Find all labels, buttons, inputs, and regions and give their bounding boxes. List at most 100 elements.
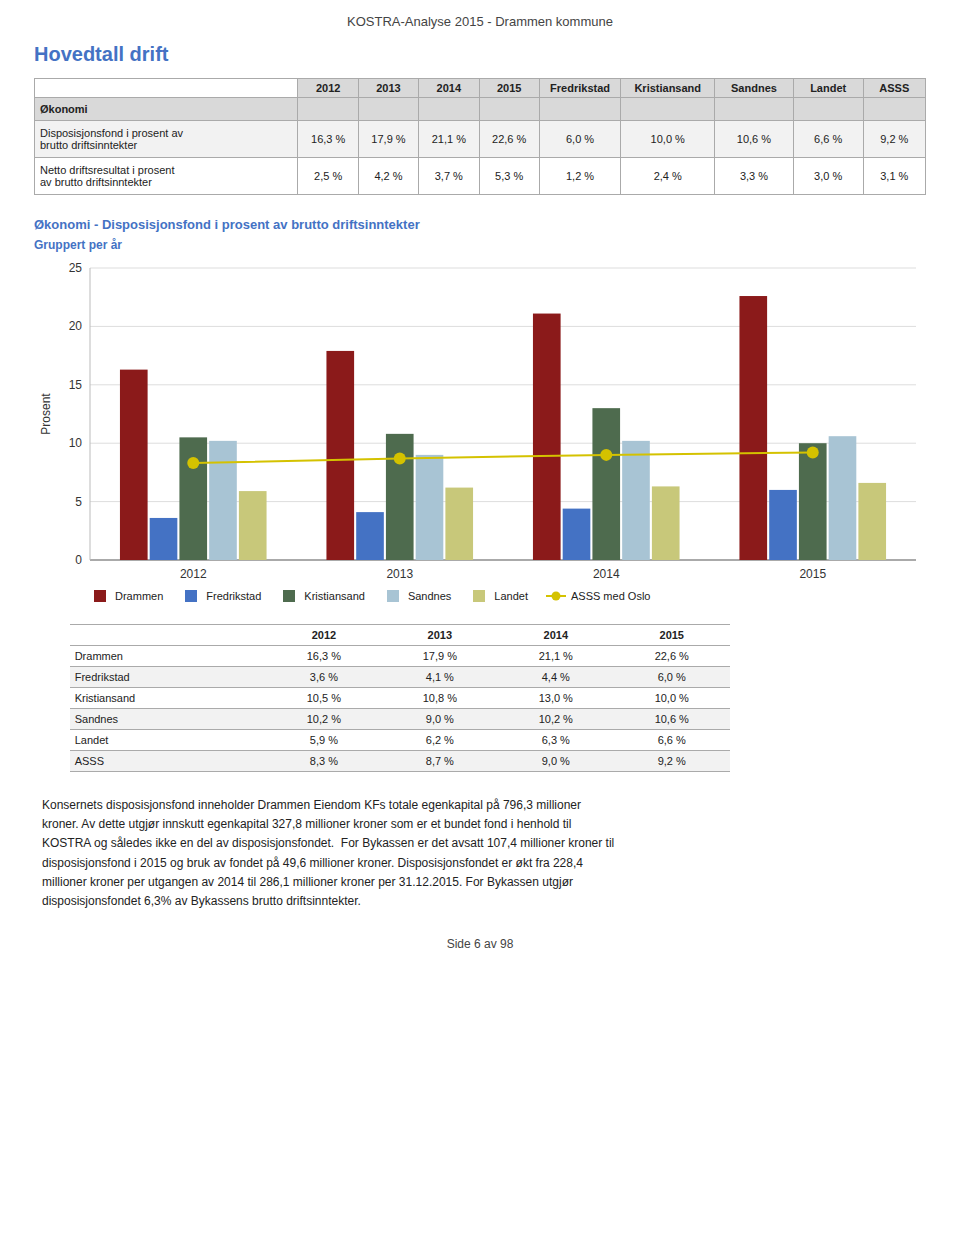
marker <box>394 452 406 464</box>
legend-item: Landet <box>469 590 528 602</box>
bar <box>120 370 148 560</box>
grid-line <box>90 326 916 327</box>
table-cell <box>419 98 479 121</box>
legend-item: ASSS med Oslo <box>546 590 650 602</box>
bar <box>326 351 354 560</box>
marker <box>187 457 199 469</box>
table-cell <box>298 98 358 121</box>
legend-item: Sandnes <box>383 590 451 602</box>
bar <box>739 296 767 560</box>
table-row: Netto driftsresultat i prosent av brutto… <box>35 158 926 195</box>
table-cell <box>863 98 925 121</box>
table-cell: 10,2 % <box>498 709 614 730</box>
table-header-cell: 2012 <box>298 79 358 98</box>
table-cell: 3,7 % <box>419 158 479 195</box>
chart-subtitle: Gruppert per år <box>34 238 926 252</box>
table-header-cell: 2012 <box>266 625 382 646</box>
x-tick-label: 2012 <box>180 567 207 581</box>
bar <box>858 483 886 560</box>
body-text: Konsernets disposisjonsfond inneholder D… <box>42 796 926 911</box>
table-cell: Sandnes <box>70 709 266 730</box>
table-cell <box>358 98 418 121</box>
y-tick-label: 5 <box>75 495 82 509</box>
table-cell: ASSS <box>70 751 266 772</box>
legend: Drammen Fredrikstad Kristiansand Sandnes Lan… <box>34 590 926 602</box>
table-header-cell <box>70 625 266 646</box>
legend-item: Drammen <box>90 590 163 602</box>
table-cell: 22,6 % <box>614 646 730 667</box>
legend-label: Sandnes <box>408 590 451 602</box>
legend-swatch <box>469 590 489 602</box>
legend-swatch <box>181 590 201 602</box>
y-tick-label: 10 <box>69 436 83 450</box>
table-row: Disposisjonsfond i prosent av brutto dri… <box>35 121 926 158</box>
bar <box>150 518 178 560</box>
marker <box>600 449 612 461</box>
table-cell: Kristiansand <box>70 688 266 709</box>
table-cell: 21,1 % <box>498 646 614 667</box>
table-cell: Økonomi <box>35 98 298 121</box>
table-cell: 1,2 % <box>539 158 620 195</box>
bar <box>533 314 561 560</box>
table-header-cell: 2015 <box>479 79 539 98</box>
table-header-cell: ASSS <box>863 79 925 98</box>
table-row: Fredrikstad3,6 %4,1 %4,4 %6,0 % <box>70 667 730 688</box>
table-row: ASSS8,3 %8,7 %9,0 %9,2 % <box>70 751 730 772</box>
table-cell: 9,0 % <box>498 751 614 772</box>
y-tick-label: 0 <box>75 553 82 567</box>
bar <box>829 436 857 560</box>
table-cell: 13,0 % <box>498 688 614 709</box>
table-cell: 16,3 % <box>266 646 382 667</box>
plot-area <box>120 296 886 560</box>
table-cell: 10,5 % <box>266 688 382 709</box>
table-row: Landet5,9 %6,2 %6,3 %6,6 % <box>70 730 730 751</box>
table-cell: Drammen <box>70 646 266 667</box>
table-header-cell: Fredrikstad <box>539 79 620 98</box>
table-header-cell: 2013 <box>382 625 498 646</box>
legend-label: Drammen <box>115 590 163 602</box>
table-cell: 2,4 % <box>621 158 715 195</box>
table-header-cell: 2014 <box>498 625 614 646</box>
legend-swatch <box>546 590 566 602</box>
section-title: Hovedtall drift <box>34 43 926 66</box>
table-row: Sandnes10,2 %9,0 %10,2 %10,6 % <box>70 709 730 730</box>
marker <box>807 447 819 459</box>
line <box>193 453 813 464</box>
bar <box>622 441 650 560</box>
table-header-cell: 2014 <box>419 79 479 98</box>
legend-label: Kristiansand <box>304 590 365 602</box>
table-header-cell: 2015 <box>614 625 730 646</box>
table-cell: 17,9 % <box>358 121 418 158</box>
table-header-row: 2012201320142015 <box>70 625 730 646</box>
table-cell: 10,8 % <box>382 688 498 709</box>
table-cell: 10,0 % <box>614 688 730 709</box>
table-cell: 6,0 % <box>539 121 620 158</box>
table-cell: 8,3 % <box>266 751 382 772</box>
table-cell: 21,1 % <box>419 121 479 158</box>
table-cell: 5,9 % <box>266 730 382 751</box>
bar <box>445 488 473 560</box>
table-cell <box>539 98 620 121</box>
table-cell: 6,6 % <box>614 730 730 751</box>
legend-item: Kristiansand <box>279 590 365 602</box>
table-cell <box>621 98 715 121</box>
table-cell: 8,7 % <box>382 751 498 772</box>
table-cell: 6,3 % <box>498 730 614 751</box>
table-header-row: 2012201320142015FredrikstadKristiansandS… <box>35 79 926 98</box>
bar <box>416 455 444 560</box>
table-header-cell: Sandnes <box>715 79 794 98</box>
legend-item: Fredrikstad <box>181 590 261 602</box>
grid-line <box>90 268 916 269</box>
bar <box>356 512 384 560</box>
table-cell: 4,1 % <box>382 667 498 688</box>
table-cell: 16,3 % <box>298 121 358 158</box>
table-cell: 2,5 % <box>298 158 358 195</box>
x-tick-label: 2014 <box>593 567 620 581</box>
table-section-row: Økonomi <box>35 98 926 121</box>
table-cell: 10,6 % <box>715 121 794 158</box>
table-cell <box>793 98 863 121</box>
y-tick-label: 25 <box>69 261 83 275</box>
bar <box>239 491 267 560</box>
footer: Side 6 av 98 <box>34 937 926 951</box>
table-cell: 4,2 % <box>358 158 418 195</box>
